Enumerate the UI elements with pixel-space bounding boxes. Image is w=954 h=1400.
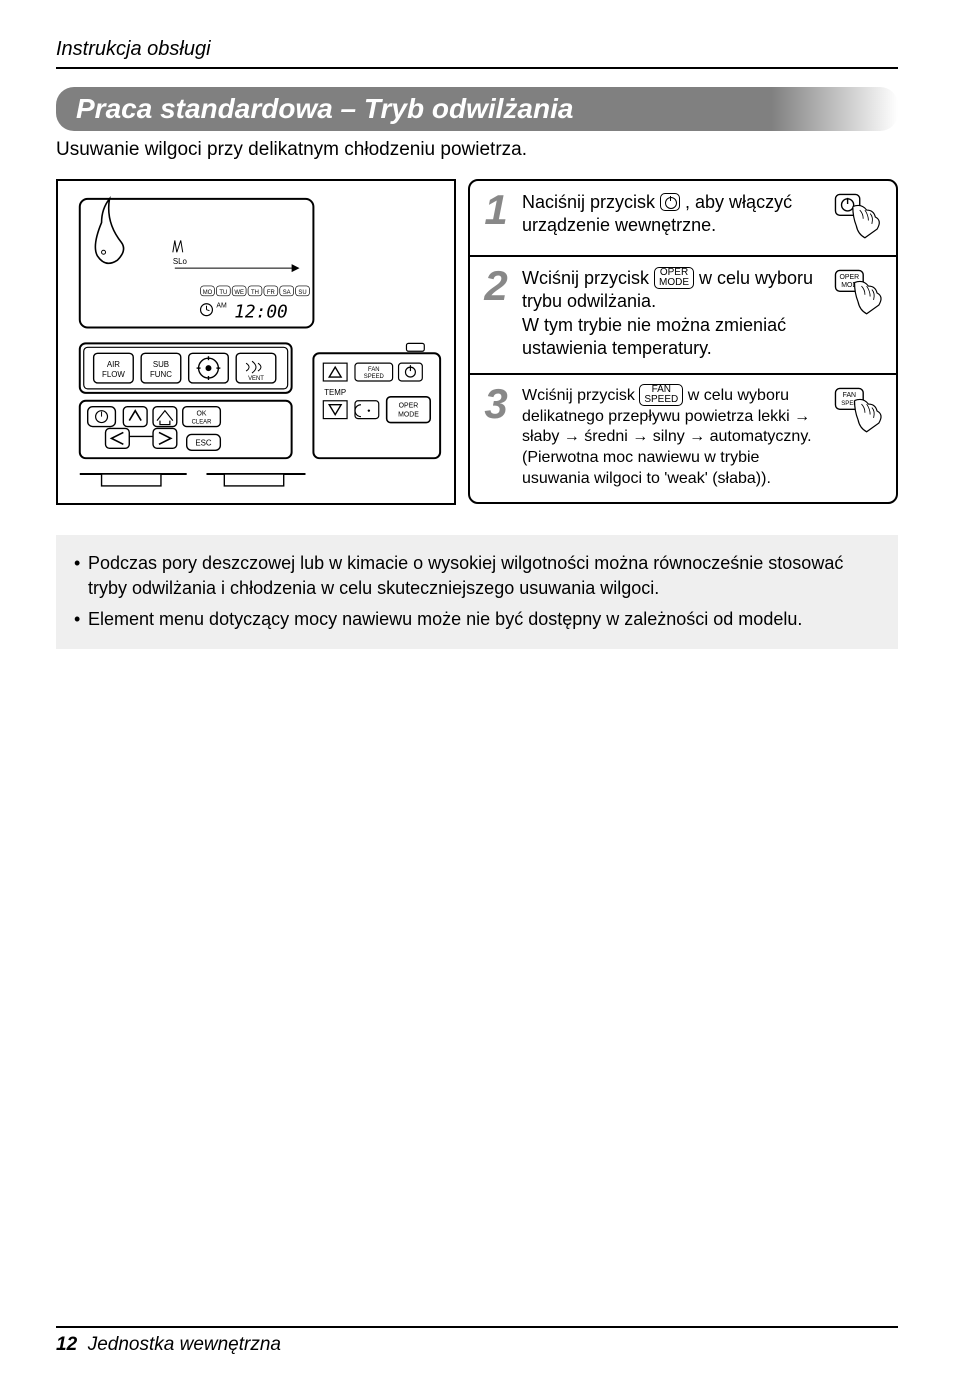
svg-text:OPER: OPER (399, 403, 419, 410)
svg-text:FUNC: FUNC (150, 370, 172, 379)
clock-time: 12:00 (234, 302, 288, 323)
svg-text:VENT: VENT (248, 376, 264, 382)
svg-text:CLEAR: CLEAR (192, 420, 212, 426)
steps-panel: 1 Naciśnij przycisk , aby włączyć urządz… (468, 179, 898, 504)
note-item: Element menu dotyczący mocy nawiewu może… (74, 607, 880, 632)
days-row: MO TU WE TH FR SA SU (201, 286, 310, 296)
svg-text:SA: SA (283, 290, 291, 296)
step-2: 2 Wciśnij przycisk OPERMODE w celu wybor… (470, 255, 896, 373)
step-1: 1 Naciśnij przycisk , aby włączyć urządz… (470, 181, 896, 255)
svg-text:ESC: ESC (195, 438, 212, 447)
running-head: Instrukcja obsługi (56, 38, 898, 61)
step-number: 3 (480, 385, 512, 423)
hand-press-fan-icon: FAN SPEE (832, 385, 884, 437)
footer-label: Jednostka wewnętrzna (88, 1334, 281, 1355)
svg-text:TEMP: TEMP (324, 388, 346, 397)
notes-box: Podczas pory deszczowej lub w kimacie o … (56, 535, 898, 649)
svg-text:OK: OK (197, 411, 207, 418)
step-text: Wciśnij przycisk OPERMODE w celu wyboru … (522, 267, 822, 361)
svg-text:SU: SU (298, 290, 306, 296)
svg-text:FLOW: FLOW (102, 370, 125, 379)
oper-mode-key-icon: OPERMODE (654, 267, 694, 289)
svg-text:AM: AM (216, 303, 227, 310)
page-number: 12 (56, 1334, 77, 1355)
svg-text:SPEED: SPEED (364, 374, 384, 380)
slo-label: SLo (173, 257, 188, 266)
step-text: Wciśnij przycisk FANSPEED w celu wyboru … (522, 385, 822, 490)
svg-text:OPER: OPER (840, 274, 860, 281)
note-item: Podczas pory deszczowej lub w kimacie o … (74, 551, 880, 601)
fan-speed-key-icon: FANSPEED (639, 384, 683, 406)
svg-text:SUB: SUB (153, 360, 169, 369)
svg-text:MODE: MODE (398, 412, 419, 419)
panel-row: SLo MO TU WE TH FR SA SU AM 12:00 (56, 179, 898, 505)
svg-text:FAN: FAN (843, 392, 856, 399)
remote-illustration: SLo MO TU WE TH FR SA SU AM 12:00 (56, 179, 456, 505)
section-title: Praca standardowa – Tryb odwilżania (56, 87, 898, 131)
remote-svg: SLo MO TU WE TH FR SA SU AM 12:00 (58, 181, 454, 504)
svg-text:FR: FR (267, 290, 275, 296)
intro-text: Usuwanie wilgoci przy delikatnym chłodze… (56, 139, 898, 161)
page-footer: 12 Jednostka wewnętrzna (56, 1326, 898, 1356)
hand-press-power-icon (832, 191, 884, 243)
svg-text:TU: TU (219, 290, 227, 296)
svg-text:FAN: FAN (368, 367, 380, 373)
svg-text:MO: MO (203, 290, 213, 296)
rule-top (56, 67, 898, 69)
step-text: Naciśnij przycisk , aby włączyć urządzen… (522, 191, 822, 238)
step-3: 3 Wciśnij przycisk FANSPEED w celu wybor… (470, 373, 896, 502)
svg-text:TH: TH (251, 290, 259, 296)
step-number: 1 (480, 191, 512, 229)
rule-bottom (56, 1326, 898, 1328)
svg-text:AIR: AIR (107, 360, 120, 369)
hand-press-oper-icon: OPER MOD (832, 267, 884, 319)
svg-text:WE: WE (234, 290, 244, 296)
power-key-icon (660, 193, 680, 211)
step-number: 2 (480, 267, 512, 305)
